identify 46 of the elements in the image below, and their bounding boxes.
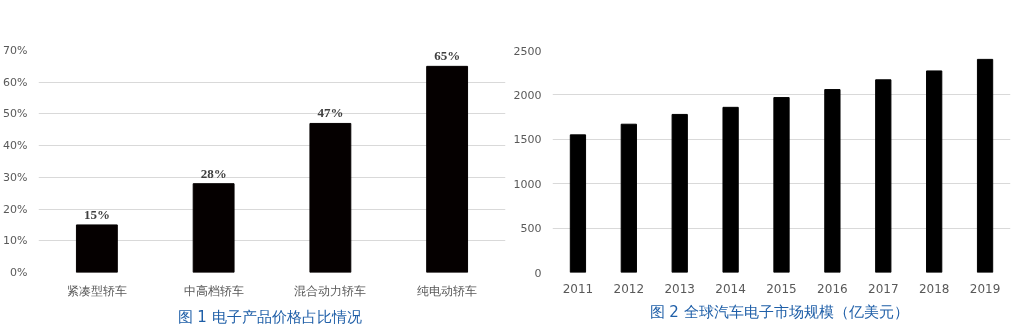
y-tick-label: 0 xyxy=(534,266,542,280)
y-tick-label: 2500 xyxy=(513,44,542,58)
bar xyxy=(773,97,790,273)
x-tick-label: 2017 xyxy=(868,281,899,296)
y-tick-label: 500 xyxy=(520,222,542,236)
data-label: 47% xyxy=(317,105,344,121)
y-tick-label: 70% xyxy=(3,44,28,57)
bar xyxy=(75,224,118,273)
y-tick-label: 1000 xyxy=(513,177,542,191)
x-tick-label: 2012 xyxy=(613,281,645,296)
x-tick-label: 2014 xyxy=(715,281,746,296)
bar xyxy=(926,70,943,273)
y-tick-label: 40% xyxy=(3,139,28,153)
y-tick-label: 1500 xyxy=(513,133,542,147)
bar xyxy=(569,134,587,273)
y-tick-label: 20% xyxy=(3,202,28,216)
x-tick-label: 2015 xyxy=(766,281,797,296)
y-tick-label: 60% xyxy=(3,75,28,89)
bar xyxy=(426,65,469,273)
x-tick-label: 2019 xyxy=(969,281,1001,296)
x-tick-label: 2016 xyxy=(817,281,848,296)
bar xyxy=(192,183,235,273)
x-tick-label: 纯电动轿车 xyxy=(417,283,478,298)
bar xyxy=(620,123,637,273)
y-tick-label: 10% xyxy=(3,234,28,248)
bar xyxy=(824,89,841,273)
bar xyxy=(671,113,688,273)
bar xyxy=(309,122,352,273)
x-tick-label: 紧凑型轿车 xyxy=(66,283,127,298)
data-label: 28% xyxy=(200,165,227,181)
text: 图 1 电子产品价格占比情况 xyxy=(177,307,362,326)
x-tick-label: 中高档轿车 xyxy=(183,283,244,298)
x-tick-label: 混合动力轿车 xyxy=(294,283,367,298)
x-tick-label: 2013 xyxy=(664,281,695,296)
x-tick-label: 2018 xyxy=(918,281,950,296)
bar xyxy=(875,79,892,273)
x-tick-label: 2011 xyxy=(562,281,594,296)
bar xyxy=(722,106,739,273)
text: 图 2 全球汽车电子市场规模（亿美元） xyxy=(649,302,909,321)
data-label: 15% xyxy=(83,206,110,222)
data-label: 65% xyxy=(434,48,461,64)
bar xyxy=(976,58,994,273)
y-tick-label: 30% xyxy=(3,170,28,184)
y-tick-label: 0% xyxy=(10,266,28,279)
y-tick-label: 2000 xyxy=(513,88,542,102)
y-tick-label: 50% xyxy=(3,107,28,121)
